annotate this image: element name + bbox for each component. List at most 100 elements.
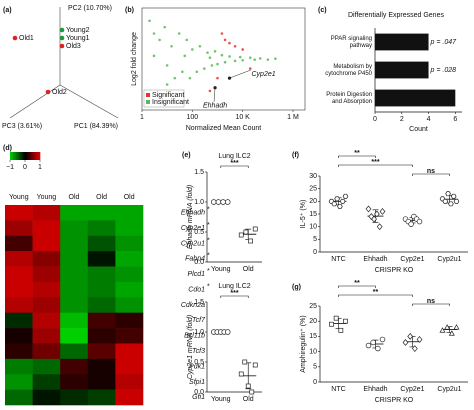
- data-point: [249, 389, 255, 395]
- heat-cell: [60, 281, 89, 298]
- heat-cell: [115, 251, 144, 267]
- heat-cell: [5, 251, 33, 267]
- significance-bracket: [412, 173, 450, 176]
- category-label: Protein Digestion and Absorption: [326, 91, 372, 105]
- significance-star: *: [207, 253, 210, 260]
- data-point: [448, 201, 454, 207]
- heat-cell: [60, 358, 89, 375]
- data-point: [453, 198, 460, 204]
- x-tick-label: 2: [400, 116, 404, 123]
- annotation-line: [229, 69, 251, 79]
- heat-cell: [87, 205, 116, 221]
- heat-cell: [5, 328, 33, 344]
- colorbar-step: [11, 152, 14, 160]
- x-axis-label: CRISPR KO: [375, 267, 414, 274]
- data-point: [416, 218, 423, 225]
- heat-cell: [60, 328, 89, 344]
- heat-cell: [32, 343, 61, 360]
- heat-cell: [32, 297, 61, 313]
- x-tick-label: Cyp2e1: [400, 256, 424, 263]
- heat-cell: [32, 374, 61, 390]
- heat-cell: [60, 251, 89, 267]
- ma-point: [210, 64, 214, 67]
- significance-label: **: [354, 150, 360, 157]
- data-point: [242, 359, 248, 365]
- heat-cell: [87, 328, 116, 344]
- bar: [375, 33, 429, 51]
- data-point: [379, 336, 386, 343]
- y-axis-label: Ehhadh mRNA (fold): [187, 185, 194, 249]
- ma-point: [233, 44, 237, 48]
- ma-point: [181, 70, 184, 74]
- heat-cell: [5, 205, 33, 221]
- x-axis-label: CRISPR KO: [375, 397, 414, 404]
- heat-cell: [32, 358, 61, 375]
- y-tick-label: 0.5: [194, 229, 204, 236]
- data-point: [343, 318, 348, 324]
- ma-point: [152, 54, 156, 58]
- data-point: [365, 205, 372, 213]
- data-point: [243, 229, 249, 235]
- column-label: Old: [69, 194, 80, 201]
- heat-cell: [32, 328, 61, 344]
- ma-point: [241, 48, 244, 51]
- pca-point: [45, 89, 51, 95]
- point-label: Young2: [66, 27, 90, 34]
- annotated-point: [213, 86, 217, 90]
- row-label: Cyp2u1: [181, 240, 205, 247]
- row-label: Cdkn2a: [181, 302, 205, 309]
- category-label: PPAR signaling pathway: [330, 35, 372, 49]
- data-point: [448, 330, 455, 336]
- x-tick-label: 10 K: [235, 114, 250, 121]
- significance-bracket: [220, 165, 249, 168]
- ma-point: [177, 32, 181, 35]
- significance-bracket: [338, 155, 376, 158]
- heat-cell: [115, 358, 144, 375]
- y-tick-label: 1.0: [194, 329, 204, 336]
- x-tick-label: 100: [186, 114, 198, 121]
- ma-point: [220, 53, 224, 57]
- pca-point: [59, 27, 65, 33]
- heat-cell: [87, 220, 116, 237]
- significance-label: ***: [230, 160, 238, 167]
- heat-cell: [87, 251, 116, 267]
- point-label: Old2: [52, 89, 67, 96]
- ma-point: [253, 58, 256, 61]
- heat-cell: [115, 281, 144, 298]
- significance-label: **: [354, 280, 360, 287]
- data-point: [442, 198, 449, 204]
- colorbar-step: [10, 152, 12, 160]
- heat-cell: [5, 220, 33, 237]
- heat-cell: [5, 358, 33, 375]
- heat-cell: [5, 389, 33, 406]
- data-point: [211, 199, 217, 205]
- data-point: [225, 199, 231, 205]
- data-point: [411, 345, 418, 352]
- heat-cell: [60, 220, 89, 237]
- colorbar-step: [20, 152, 23, 160]
- chart-title: Lung ILC2: [218, 283, 250, 290]
- annotated-point: [227, 76, 232, 80]
- heat-cell: [32, 281, 61, 298]
- pca-point: [59, 35, 65, 41]
- data-point: [337, 203, 343, 209]
- x-tick-label: Cyp2e1: [400, 386, 424, 393]
- data-point: [238, 371, 244, 377]
- ma-point: [208, 56, 212, 60]
- pca-point: [59, 43, 65, 49]
- row-label: Ehhadh: [181, 210, 205, 217]
- colorbar-step: [13, 152, 15, 160]
- heat-cell: [60, 374, 89, 390]
- y-axis-label: IL-5⁺ (%): [300, 200, 307, 229]
- x-tick-label: Old: [243, 266, 254, 273]
- x-tick-label: 0: [373, 116, 377, 123]
- y-tick-label: 0.5: [194, 359, 204, 366]
- data-point: [445, 191, 451, 197]
- ma-point: [170, 44, 173, 48]
- heat-cell: [60, 343, 89, 360]
- panel-label: (g): [292, 284, 301, 291]
- p-value: p = .002: [427, 95, 454, 102]
- x-tick-label: Ehhadh: [363, 386, 387, 393]
- colorbar-step: [32, 152, 35, 160]
